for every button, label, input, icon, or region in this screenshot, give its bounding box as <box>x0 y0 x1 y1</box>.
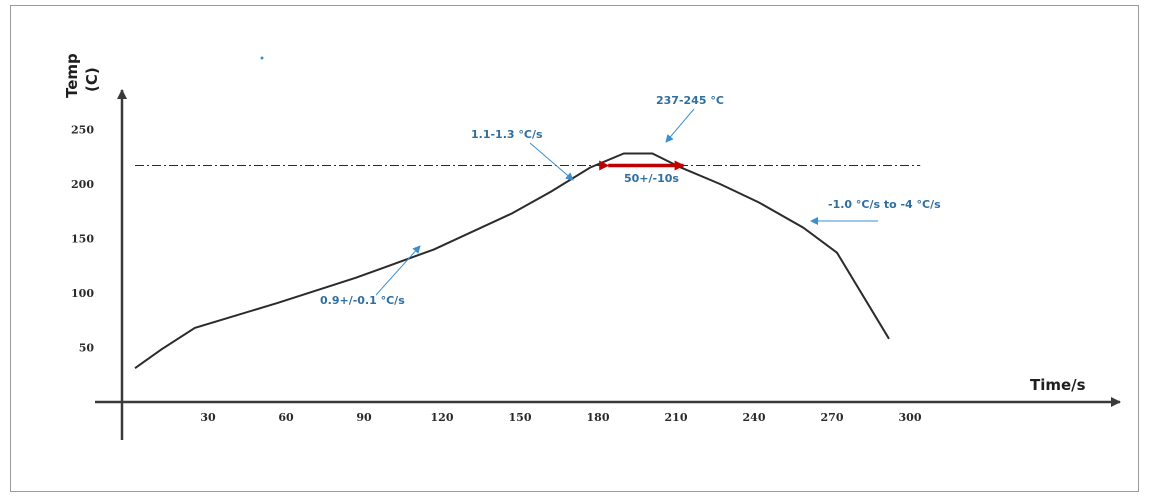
annotation-rampup-rate: 1.1-1.3 °C/s <box>471 128 543 141</box>
annotation-arrow-peak <box>665 108 695 143</box>
x-tick-label: 270 <box>821 411 844 424</box>
x-tick-label: 60 <box>278 411 294 424</box>
annotation-ramp-rate: 0.9+/-0.1 °C/s <box>320 294 405 307</box>
x-tick-label: 120 <box>431 411 454 424</box>
y-tick-label: 150 <box>71 233 94 246</box>
x-axis-title: Time/s <box>1030 376 1086 394</box>
y-axis-title-unit: (C) <box>83 67 101 92</box>
x-tick-label: 240 <box>743 411 766 424</box>
chart-frame <box>10 5 1139 492</box>
x-tick-label: 150 <box>509 411 532 424</box>
annotation-time-above: 50+/-10s <box>624 172 679 185</box>
temperature-profile-line <box>134 152 890 370</box>
annotation-peak-temp: 237-245 °C <box>656 94 724 107</box>
x-tick-label: 300 <box>899 411 922 424</box>
y-tick-label: 50 <box>79 342 95 355</box>
y-axis-title-temp: Temp <box>63 53 81 98</box>
annotation-cooling-rate: -1.0 °C/s to -4 °C/s <box>828 198 941 211</box>
stray-dot <box>260 56 264 60</box>
annotation-arrow-ramp <box>375 245 421 296</box>
y-tick-label: 200 <box>71 178 94 191</box>
y-tick-label: 100 <box>71 287 94 300</box>
x-tick-label: 180 <box>587 411 610 424</box>
x-tick-label: 210 <box>665 411 688 424</box>
annotation-arrow-rampup <box>529 142 574 181</box>
y-tick-label: 250 <box>71 124 94 137</box>
x-tick-label: 30 <box>200 411 216 424</box>
x-tick-label: 90 <box>356 411 372 424</box>
